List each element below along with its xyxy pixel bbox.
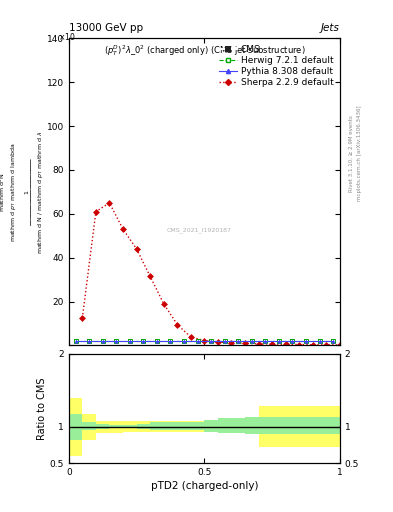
Y-axis label: Ratio to CMS: Ratio to CMS [37,377,47,440]
Text: 13000 GeV pp: 13000 GeV pp [69,23,143,33]
Legend: CMS, Herwig 7.2.1 default, Pythia 8.308 default, Sherpa 2.2.9 default: CMS, Herwig 7.2.1 default, Pythia 8.308 … [216,41,337,91]
Text: CMS_2021_I1920187: CMS_2021_I1920187 [167,228,231,233]
Text: mcplots.cern.ch [arXiv:1306.3436]: mcplots.cern.ch [arXiv:1306.3436] [357,106,362,201]
Text: Jets: Jets [321,23,340,33]
Text: $\times 10$: $\times 10$ [58,31,76,42]
Text: $(p_T^D)^2\lambda\_0^2$ (charged only) (CMS jet substructure): $(p_T^D)^2\lambda\_0^2$ (charged only) (… [103,43,305,58]
Text: Rivet 3.1.10, ≥ 2.9M events: Rivet 3.1.10, ≥ 2.9M events [349,115,354,192]
X-axis label: pTD2 (charged-only): pTD2 (charged-only) [151,481,258,492]
Y-axis label: mathrm d$^2$N
mathrm d $p_\mathrm{T}$ mathrm d lambda

1
──────────────────
math: mathrm d$^2$N mathrm d $p_\mathrm{T}$ ma… [0,130,45,253]
